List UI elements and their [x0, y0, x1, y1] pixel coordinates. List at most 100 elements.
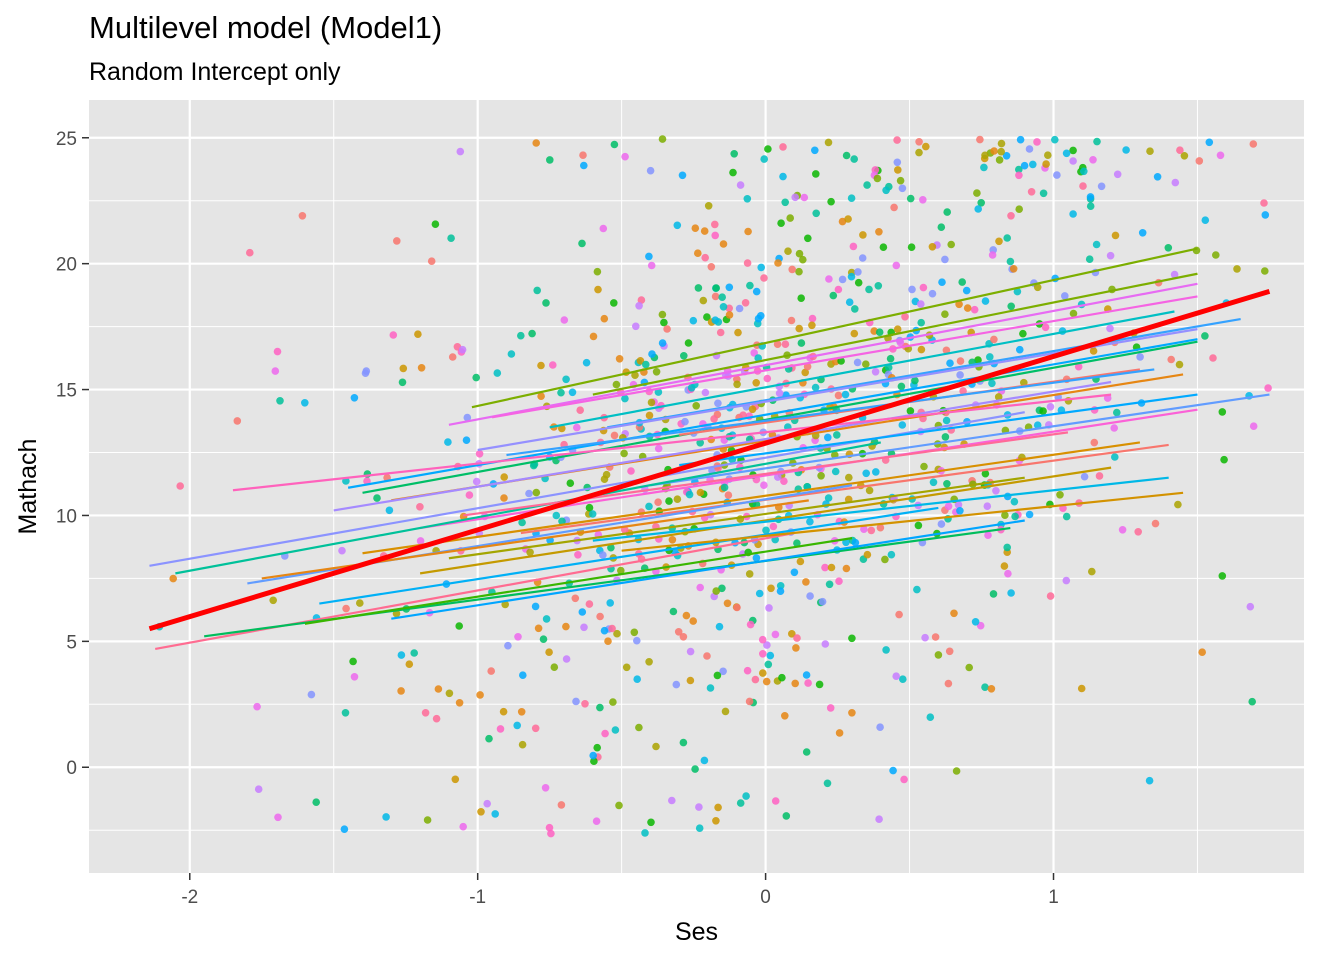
data-point [725, 304, 733, 313]
data-point [514, 633, 522, 641]
x-tick-label: -2 [181, 887, 198, 908]
data-point [652, 742, 660, 751]
data-point [593, 267, 602, 276]
data-point [942, 346, 951, 355]
data-point [1007, 302, 1015, 311]
data-point [812, 170, 820, 178]
data-point [1218, 408, 1227, 416]
data-point [777, 219, 785, 227]
data-point [921, 633, 929, 642]
data-point [750, 349, 758, 357]
data-point [1046, 403, 1055, 411]
data-point [835, 729, 844, 737]
data-point [915, 148, 923, 157]
data-point [804, 234, 812, 243]
data-point [1106, 251, 1115, 260]
data-point [694, 284, 703, 292]
data-point [1145, 776, 1154, 785]
data-point [796, 557, 805, 566]
data-point [519, 671, 527, 679]
data-point [647, 261, 656, 270]
data-point [1080, 472, 1089, 481]
data-point [673, 495, 682, 504]
data-point [572, 697, 580, 706]
group-line [333, 380, 1112, 512]
data-point [1046, 592, 1055, 600]
data-point [397, 651, 406, 659]
data-point [610, 299, 618, 307]
data-point [362, 367, 371, 375]
data-point [786, 214, 794, 222]
data-point [604, 637, 612, 645]
data-point [882, 646, 890, 654]
y-tick-label: 10 [56, 506, 77, 527]
data-point [734, 328, 742, 337]
data-point [712, 284, 720, 292]
data-point [771, 630, 780, 639]
data-point [580, 161, 588, 170]
data-point [1246, 602, 1255, 611]
data-point [431, 220, 440, 228]
data-point [739, 411, 747, 420]
data-point [472, 477, 481, 486]
data-point [668, 796, 676, 805]
data-point [537, 361, 545, 370]
data-point [273, 347, 282, 356]
data-point [906, 194, 915, 203]
data-point [1015, 205, 1023, 213]
data-point [826, 704, 835, 712]
data-point [1260, 199, 1268, 207]
data-point [517, 708, 526, 716]
data-point [858, 254, 867, 262]
data-point [797, 294, 805, 303]
data-point [775, 389, 784, 398]
data-point [766, 651, 775, 660]
data-point [451, 775, 460, 784]
data-point [892, 261, 901, 270]
data-point [898, 184, 907, 193]
data-point [633, 636, 641, 645]
data-point [741, 299, 750, 307]
data-point [654, 498, 662, 507]
data-point [956, 371, 964, 379]
data-point [574, 551, 582, 559]
group-line [607, 317, 1241, 429]
data-point [298, 212, 307, 220]
chart-title: Multilevel model (Model1) [89, 10, 443, 45]
data-point [944, 679, 953, 688]
data-point [938, 278, 946, 287]
data-point [1089, 156, 1097, 164]
data-point [776, 587, 785, 595]
data-point [1088, 567, 1096, 576]
data-point [746, 281, 754, 290]
data-point [845, 473, 853, 482]
data-point [781, 340, 790, 349]
random-intercept-lines [149, 247, 1270, 650]
data-point [613, 629, 621, 638]
data-point [1029, 160, 1037, 169]
data-point [729, 168, 737, 177]
data-point [637, 296, 646, 304]
data-point [414, 330, 422, 339]
data-point [915, 138, 923, 146]
data-point [776, 582, 785, 590]
data-point [719, 240, 728, 248]
data-point [1089, 347, 1098, 355]
data-point [1001, 511, 1009, 519]
data-point [920, 462, 928, 471]
data-point [743, 666, 752, 675]
data-point [752, 379, 760, 387]
data-point [988, 379, 996, 388]
data-point [995, 156, 1004, 164]
data-point [725, 311, 734, 319]
data-point [609, 698, 617, 706]
data-point [980, 163, 988, 172]
data-point [941, 433, 950, 441]
data-point [654, 444, 663, 453]
data-point [658, 310, 667, 319]
data-point [1138, 229, 1147, 237]
data-point [1006, 257, 1015, 266]
data-point [674, 628, 683, 636]
data-point [417, 364, 426, 372]
data-point [771, 797, 780, 805]
